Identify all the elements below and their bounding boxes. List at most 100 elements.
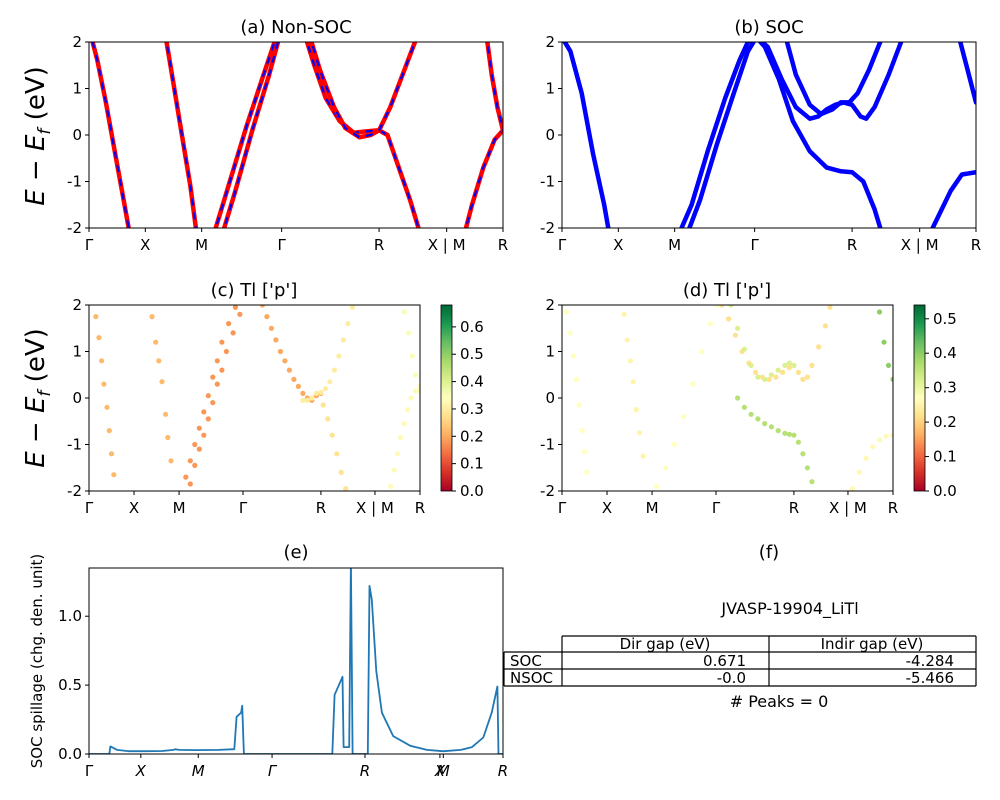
panel-d-xtick-label-3: Γ <box>712 499 721 517</box>
panel-d-xtick-label-5: X | M <box>829 499 867 517</box>
panel-c-point-4-7 <box>291 376 297 382</box>
panel-c-ytick-label-1: -1 <box>67 436 82 454</box>
panel-b-ytick-label-2: 0 <box>545 126 555 144</box>
panel-c-ytick-label-0: -2 <box>67 482 82 500</box>
panel-a-xtick-label-0: Γ <box>85 236 94 254</box>
panel-d-point-6-3 <box>870 444 876 450</box>
panel-d-point-0-0 <box>563 309 570 315</box>
panel-d-point-3-9 <box>780 369 786 375</box>
colorbar-d-tick-label-0: 0.0 <box>933 482 957 500</box>
panel-d-xtick-label-0: Γ <box>558 499 567 517</box>
panel-d-frame <box>561 304 894 492</box>
panel-c-point-8-0 <box>401 309 407 315</box>
panel-d-point-5-12 <box>804 465 811 471</box>
panel-c-point-4-5 <box>282 358 288 364</box>
panel-d-point-0-2 <box>570 353 576 359</box>
panel-c-point-3-5 <box>210 400 216 406</box>
panel-c-point-1-1 <box>153 339 159 345</box>
panel-a-ytick-label-4: 2 <box>72 33 82 51</box>
panel-b-title: (b) SOC <box>734 17 803 38</box>
panel-b-xtick-label-0: Γ <box>558 236 567 254</box>
panel-c-ytick-label-2: 0 <box>72 389 82 407</box>
panel-d-point-3-12 <box>795 369 802 375</box>
panel-b-frame <box>561 41 977 229</box>
panel-d-point-5-1 <box>741 404 748 410</box>
panel-c-point-7-6 <box>408 395 414 401</box>
panel-c-point-6-5 <box>343 486 349 491</box>
panel-d-point-5-6 <box>775 428 781 434</box>
colorbar-c-tick-label-6: 0.6 <box>460 318 484 336</box>
panel-c-point-2-7 <box>214 358 220 364</box>
panel-b-ytick-label-4: 2 <box>545 33 555 51</box>
panel-b-series-0 <box>562 42 611 228</box>
panel-c-point-8-2 <box>409 353 415 359</box>
panel-a-series-6-dashed <box>464 129 503 228</box>
panel-e-data <box>89 568 503 754</box>
panel-e: 0.00.51.0Γ X M Γ R XM R <box>58 567 508 780</box>
panel-c-point-5-10 <box>345 321 351 327</box>
panel-d-point-5-11 <box>800 451 806 457</box>
panel-d-point-3-8 <box>773 374 779 380</box>
panel-a-title: (a) Non-SOC <box>240 17 351 38</box>
panel-d-point-3-1 <box>726 316 732 322</box>
panel-d-point-1-1 <box>624 337 630 343</box>
panel-d-point-4-2 <box>741 346 748 352</box>
row-soc-label: SOC <box>510 652 542 670</box>
panel-c-title: (c) Tl ['p'] <box>211 280 298 301</box>
panel-a-xtick-label-1: X <box>140 236 150 254</box>
panel-c-point-7-1 <box>391 467 397 473</box>
panel-c-point-5-3 <box>313 390 319 396</box>
col-dir-gap: Dir gap (eV) <box>620 635 711 653</box>
panel-c-point-7-5 <box>405 407 411 413</box>
panel-c-xtick-label-1: X <box>129 499 139 517</box>
panel-c-point-6-0 <box>320 402 326 408</box>
panel-c-point-0-2 <box>99 358 105 364</box>
colorbar-c-tick-label-2: 0.2 <box>460 427 484 445</box>
panel-c-xtick-label-2: M <box>173 499 186 517</box>
panel-b-ytick-label-1: -1 <box>540 173 555 191</box>
panel-e-xtick-label-5: X <box>434 762 446 780</box>
panel-c-point-3-3 <box>201 432 207 438</box>
panel-d-xtick-label-1: X <box>602 499 612 517</box>
panel-b: -2 -1 0 1 2 Γ X M Γ R X | M R <box>540 33 981 254</box>
panel-c-point-6-4 <box>338 469 344 475</box>
colorbar-c-tick-label-1: 0.1 <box>460 455 484 473</box>
panel-a-series-4-dashed <box>305 42 420 228</box>
panel-e-xtick-label-3: Γ <box>268 762 278 780</box>
panel-c-point-4-6 <box>286 367 292 373</box>
panel-d-point-7-1 <box>881 339 887 345</box>
panel-d-point-2-7 <box>714 305 720 308</box>
panel-d-point-3-7 <box>766 376 772 382</box>
panel-c-point-2-2 <box>192 441 198 448</box>
panel-d-point-4-6 <box>768 372 775 378</box>
row-soc-dir: 0.671 <box>703 652 746 670</box>
panel-d-point-3-17 <box>822 323 829 329</box>
panel-c-point-8-4 <box>417 388 420 394</box>
panel-a-series-6 <box>463 128 503 228</box>
colorbar-c-tick-label-3: 0.3 <box>460 400 484 418</box>
panel-d-ytick-label-2: 0 <box>545 389 555 407</box>
panel-d-xtick-label-6: R <box>888 499 898 517</box>
panel-d: -2 -1 0 1 2 Γ X M Γ R X | M R <box>540 296 898 517</box>
panel-f-title: (f) <box>759 542 779 563</box>
panel-c-point-7-8 <box>417 383 420 389</box>
panel-c-point-3-10 <box>237 311 243 317</box>
panel-a-xtick-label-5: X | M <box>428 236 466 254</box>
panel-d-data <box>563 305 893 491</box>
panel-c-point-1-2 <box>156 358 162 364</box>
panel-c-data <box>93 305 420 491</box>
panel-d-point-6-4 <box>876 437 883 443</box>
row-nsoc-label: NSOC <box>510 669 553 687</box>
panel-c-point-5-7 <box>331 367 337 373</box>
material-label: JVASP-19904_LiTl <box>720 599 858 619</box>
panel-c-point-3-0 <box>187 481 193 487</box>
panel-a-series-3-dashed <box>223 42 280 228</box>
panel-d-point-2-2 <box>672 441 678 448</box>
panel-d-point-4-5 <box>762 376 768 382</box>
panel-d-point-1-6 <box>640 453 646 459</box>
panel-c-point-7-7 <box>412 388 419 394</box>
panel-c-point-3-8 <box>223 348 229 355</box>
panel-d-point-7-2 <box>885 362 892 368</box>
panel-e-ytick-label-2: 1.0 <box>58 607 82 625</box>
